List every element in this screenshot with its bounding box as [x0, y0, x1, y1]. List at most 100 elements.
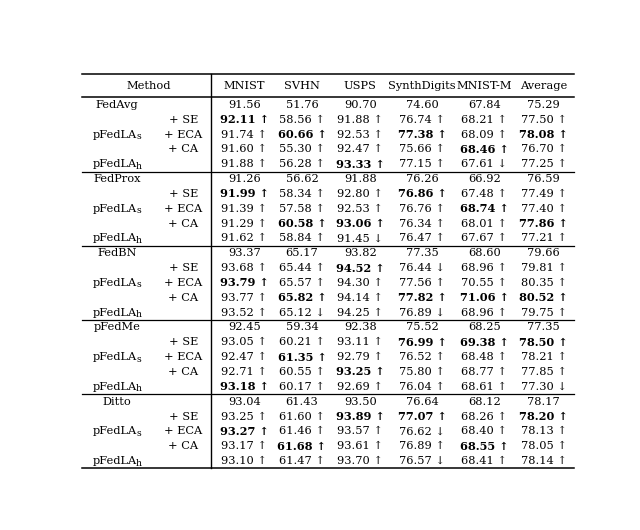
Text: + CA: + CA: [168, 293, 198, 303]
Text: 91.88: 91.88: [344, 174, 376, 184]
Text: pFedLA: pFedLA: [93, 456, 137, 466]
Text: 91.74 ↑: 91.74 ↑: [221, 129, 267, 139]
Text: 77.85 ↑: 77.85 ↑: [521, 367, 566, 377]
Text: 60.66 ↑: 60.66 ↑: [278, 129, 326, 140]
Text: 78.14 ↑: 78.14 ↑: [521, 456, 566, 466]
Text: 77.49 ↑: 77.49 ↑: [521, 189, 566, 199]
Text: + CA: + CA: [168, 441, 198, 451]
Text: pFedLA: pFedLA: [93, 204, 137, 214]
Text: 76.57 ↓: 76.57 ↓: [399, 456, 445, 466]
Text: 61.46 ↑: 61.46 ↑: [279, 426, 325, 436]
Text: 61.60 ↑: 61.60 ↑: [279, 411, 325, 421]
Text: 93.82: 93.82: [344, 248, 376, 258]
Text: 76.59: 76.59: [527, 174, 560, 184]
Text: 94.25 ↑: 94.25 ↑: [337, 307, 383, 317]
Text: 78.20 ↑: 78.20 ↑: [519, 411, 568, 422]
Text: 75.52: 75.52: [406, 322, 438, 332]
Text: 93.52 ↑: 93.52 ↑: [221, 307, 267, 317]
Text: h: h: [136, 236, 142, 245]
Text: 77.56 ↑: 77.56 ↑: [399, 278, 445, 288]
Text: 65.12 ↓: 65.12 ↓: [279, 307, 325, 317]
Text: 77.82 ↑: 77.82 ↑: [398, 292, 447, 303]
Text: 74.60: 74.60: [406, 100, 438, 110]
Text: 91.88 ↑: 91.88 ↑: [337, 114, 383, 125]
Text: 92.69 ↑: 92.69 ↑: [337, 382, 383, 392]
Text: 93.10 ↑: 93.10 ↑: [221, 456, 267, 466]
Text: s: s: [136, 429, 141, 438]
Text: 65.17: 65.17: [285, 248, 318, 258]
Text: 92.47 ↑: 92.47 ↑: [221, 352, 267, 362]
Text: 68.77 ↑: 68.77 ↑: [461, 367, 507, 377]
Text: SVHN: SVHN: [284, 81, 320, 91]
Text: h: h: [136, 384, 142, 393]
Text: + ECA: + ECA: [164, 352, 202, 362]
Text: 65.44 ↑: 65.44 ↑: [279, 263, 325, 273]
Text: 76.44 ↓: 76.44 ↓: [399, 263, 445, 273]
Text: 76.52 ↑: 76.52 ↑: [399, 352, 445, 362]
Text: 58.56 ↑: 58.56 ↑: [279, 114, 325, 125]
Text: 60.17 ↑: 60.17 ↑: [279, 382, 325, 392]
Text: 79.75 ↑: 79.75 ↑: [521, 307, 566, 317]
Text: pFedLA: pFedLA: [93, 382, 137, 392]
Text: 90.70: 90.70: [344, 100, 376, 110]
Text: 61.68 ↑: 61.68 ↑: [278, 440, 326, 452]
Text: 93.25 ↑: 93.25 ↑: [336, 366, 385, 377]
Text: 76.89 ↓: 76.89 ↓: [399, 307, 445, 317]
Text: 93.68 ↑: 93.68 ↑: [221, 263, 267, 273]
Text: 68.41 ↑: 68.41 ↑: [461, 456, 507, 466]
Text: s: s: [136, 280, 141, 289]
Text: + SE: + SE: [169, 411, 198, 421]
Text: pFedLA: pFedLA: [93, 426, 137, 436]
Text: + CA: + CA: [168, 218, 198, 228]
Text: 94.52 ↑: 94.52 ↑: [336, 263, 385, 273]
Text: 77.21 ↑: 77.21 ↑: [521, 233, 566, 243]
Text: 67.84: 67.84: [468, 100, 500, 110]
Text: 65.82 ↑: 65.82 ↑: [278, 292, 326, 303]
Text: s: s: [136, 206, 141, 215]
Text: 68.25: 68.25: [468, 322, 500, 332]
Text: 93.11 ↑: 93.11 ↑: [337, 337, 383, 347]
Text: 91.88 ↑: 91.88 ↑: [221, 159, 267, 169]
Text: 78.05 ↑: 78.05 ↑: [521, 441, 566, 451]
Text: 79.66: 79.66: [527, 248, 560, 258]
Text: pFedLA: pFedLA: [93, 233, 137, 243]
Text: 93.27 ↑: 93.27 ↑: [220, 426, 269, 437]
Text: 55.30 ↑: 55.30 ↑: [279, 144, 325, 154]
Text: pFedLA: pFedLA: [93, 129, 137, 139]
Text: 78.13 ↑: 78.13 ↑: [521, 426, 566, 436]
Text: 76.64: 76.64: [406, 396, 438, 407]
Text: 92.80 ↑: 92.80 ↑: [337, 189, 383, 199]
Text: 92.71 ↑: 92.71 ↑: [221, 367, 267, 377]
Text: 75.80 ↑: 75.80 ↑: [399, 367, 445, 377]
Text: 51.76: 51.76: [285, 100, 318, 110]
Text: 68.55 ↑: 68.55 ↑: [460, 440, 509, 452]
Text: 76.34 ↑: 76.34 ↑: [399, 218, 445, 228]
Text: 93.04: 93.04: [228, 396, 260, 407]
Text: 67.48 ↑: 67.48 ↑: [461, 189, 507, 199]
Text: + SE: + SE: [169, 114, 198, 125]
Text: 68.48 ↑: 68.48 ↑: [461, 352, 507, 362]
Text: 93.33 ↑: 93.33 ↑: [336, 159, 385, 170]
Text: 91.99 ↑: 91.99 ↑: [220, 189, 269, 199]
Text: 56.62: 56.62: [285, 174, 318, 184]
Text: 68.09 ↑: 68.09 ↑: [461, 129, 507, 139]
Text: 93.17 ↑: 93.17 ↑: [221, 441, 267, 451]
Text: 68.12: 68.12: [468, 396, 500, 407]
Text: 67.67 ↑: 67.67 ↑: [461, 233, 507, 243]
Text: 79.81 ↑: 79.81 ↑: [521, 263, 566, 273]
Text: h: h: [136, 310, 142, 319]
Text: 66.92: 66.92: [468, 174, 500, 184]
Text: + SE: + SE: [169, 189, 198, 199]
Text: 61.35 ↑: 61.35 ↑: [278, 351, 326, 363]
Text: 67.61 ↓: 67.61 ↓: [461, 159, 507, 169]
Text: 92.47 ↑: 92.47 ↑: [337, 144, 383, 154]
Text: 80.35 ↑: 80.35 ↑: [521, 278, 566, 288]
Text: 58.84 ↑: 58.84 ↑: [279, 233, 325, 243]
Text: 68.21 ↑: 68.21 ↑: [461, 114, 507, 125]
Text: 60.58 ↑: 60.58 ↑: [278, 218, 326, 229]
Text: 68.96 ↑: 68.96 ↑: [461, 307, 507, 317]
Text: 93.06 ↑: 93.06 ↑: [336, 218, 385, 229]
Text: 59.34: 59.34: [285, 322, 318, 332]
Text: 76.74 ↑: 76.74 ↑: [399, 114, 445, 125]
Text: 68.96 ↑: 68.96 ↑: [461, 263, 507, 273]
